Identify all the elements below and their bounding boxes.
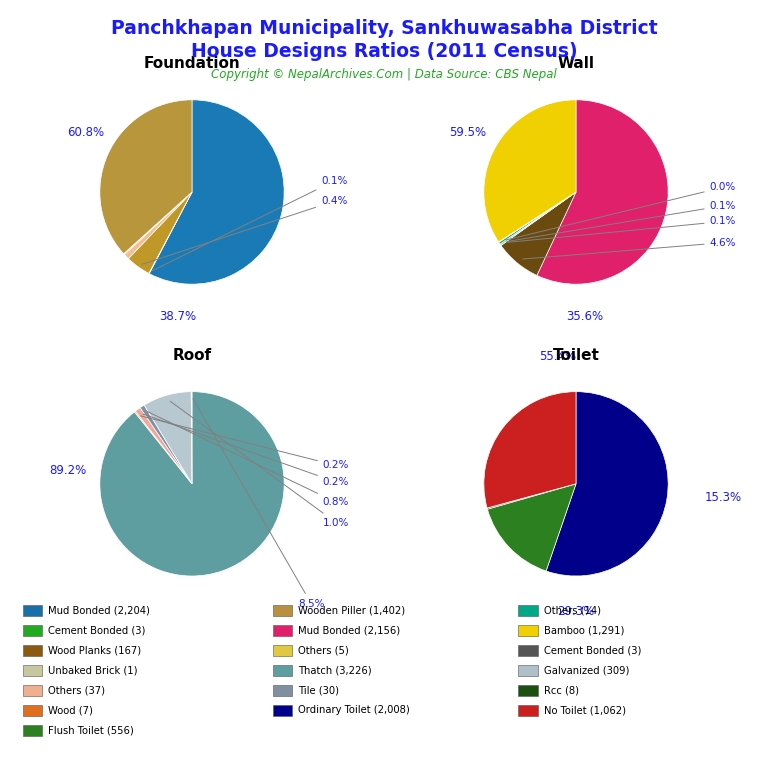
Text: 0.1%: 0.1% — [152, 176, 347, 270]
Text: Ordinary Toilet (2,008): Ordinary Toilet (2,008) — [298, 705, 410, 716]
Text: 35.6%: 35.6% — [567, 310, 604, 323]
Text: Flush Toilet (556): Flush Toilet (556) — [48, 725, 134, 736]
Wedge shape — [501, 192, 576, 246]
Text: Thatch (3,226): Thatch (3,226) — [298, 665, 372, 676]
Text: House Designs Ratios (2011 Census): House Designs Ratios (2011 Census) — [190, 42, 578, 61]
Wedge shape — [100, 392, 284, 576]
Text: 0.2%: 0.2% — [143, 414, 349, 487]
Text: Rcc (8): Rcc (8) — [544, 685, 579, 696]
Text: 60.8%: 60.8% — [68, 126, 104, 138]
Text: Unbaked Brick (1): Unbaked Brick (1) — [48, 665, 138, 676]
Text: Cement Bonded (3): Cement Bonded (3) — [544, 645, 641, 656]
Title: Wall: Wall — [558, 57, 594, 71]
Wedge shape — [488, 484, 576, 571]
Text: Panchkhapan Municipality, Sankhuwasabha District: Panchkhapan Municipality, Sankhuwasabha … — [111, 19, 657, 38]
Text: 0.1%: 0.1% — [508, 217, 736, 243]
Wedge shape — [149, 100, 284, 284]
Text: 59.5%: 59.5% — [449, 126, 486, 138]
Wedge shape — [135, 408, 192, 484]
Text: Galvanized (309): Galvanized (309) — [544, 665, 629, 676]
Text: Mud Bonded (2,156): Mud Bonded (2,156) — [298, 625, 400, 636]
Text: 1.0%: 1.0% — [170, 401, 349, 528]
Wedge shape — [537, 100, 668, 284]
Text: 55.4%: 55.4% — [539, 350, 576, 363]
Text: Others (5): Others (5) — [298, 645, 349, 656]
Text: 38.7%: 38.7% — [160, 310, 197, 323]
Text: Wood (7): Wood (7) — [48, 705, 93, 716]
Wedge shape — [498, 192, 576, 244]
Wedge shape — [100, 100, 192, 253]
Wedge shape — [191, 392, 192, 484]
Title: Toilet: Toilet — [552, 349, 600, 363]
Wedge shape — [149, 192, 192, 273]
Text: No Toilet (1,062): No Toilet (1,062) — [544, 705, 626, 716]
Wedge shape — [140, 405, 192, 484]
Text: 8.5%: 8.5% — [193, 399, 325, 609]
Text: 0.1%: 0.1% — [507, 200, 736, 242]
Wedge shape — [128, 192, 192, 273]
Text: Copyright © NepalArchives.Com | Data Source: CBS Nepal: Copyright © NepalArchives.Com | Data Sou… — [211, 68, 557, 81]
Text: Bamboo (1,291): Bamboo (1,291) — [544, 625, 624, 636]
Text: Mud Bonded (2,204): Mud Bonded (2,204) — [48, 605, 151, 616]
Wedge shape — [501, 192, 576, 276]
Wedge shape — [484, 392, 576, 508]
Wedge shape — [124, 192, 192, 259]
Title: Foundation: Foundation — [144, 57, 240, 71]
Text: Tile (30): Tile (30) — [298, 685, 339, 696]
Wedge shape — [124, 192, 192, 255]
Text: 0.2%: 0.2% — [141, 415, 349, 471]
Text: 89.2%: 89.2% — [49, 464, 87, 476]
Text: 15.3%: 15.3% — [705, 492, 742, 504]
Text: 4.6%: 4.6% — [523, 237, 737, 259]
Wedge shape — [546, 392, 668, 576]
Text: Wood Planks (167): Wood Planks (167) — [48, 645, 141, 656]
Wedge shape — [484, 100, 576, 242]
Wedge shape — [498, 192, 576, 243]
Text: 29.3%: 29.3% — [558, 604, 594, 617]
Wedge shape — [500, 192, 576, 245]
Wedge shape — [124, 192, 192, 254]
Wedge shape — [487, 484, 576, 509]
Text: 0.4%: 0.4% — [142, 196, 347, 264]
Text: 0.8%: 0.8% — [147, 412, 349, 508]
Title: Roof: Roof — [173, 349, 211, 363]
Wedge shape — [144, 392, 192, 484]
Text: Others (37): Others (37) — [48, 685, 105, 696]
Text: Wooden Piller (1,402): Wooden Piller (1,402) — [298, 605, 405, 616]
Text: Others (14): Others (14) — [544, 605, 601, 616]
Wedge shape — [134, 411, 192, 484]
Text: Cement Bonded (3): Cement Bonded (3) — [48, 625, 146, 636]
Text: 0.0%: 0.0% — [506, 182, 736, 240]
